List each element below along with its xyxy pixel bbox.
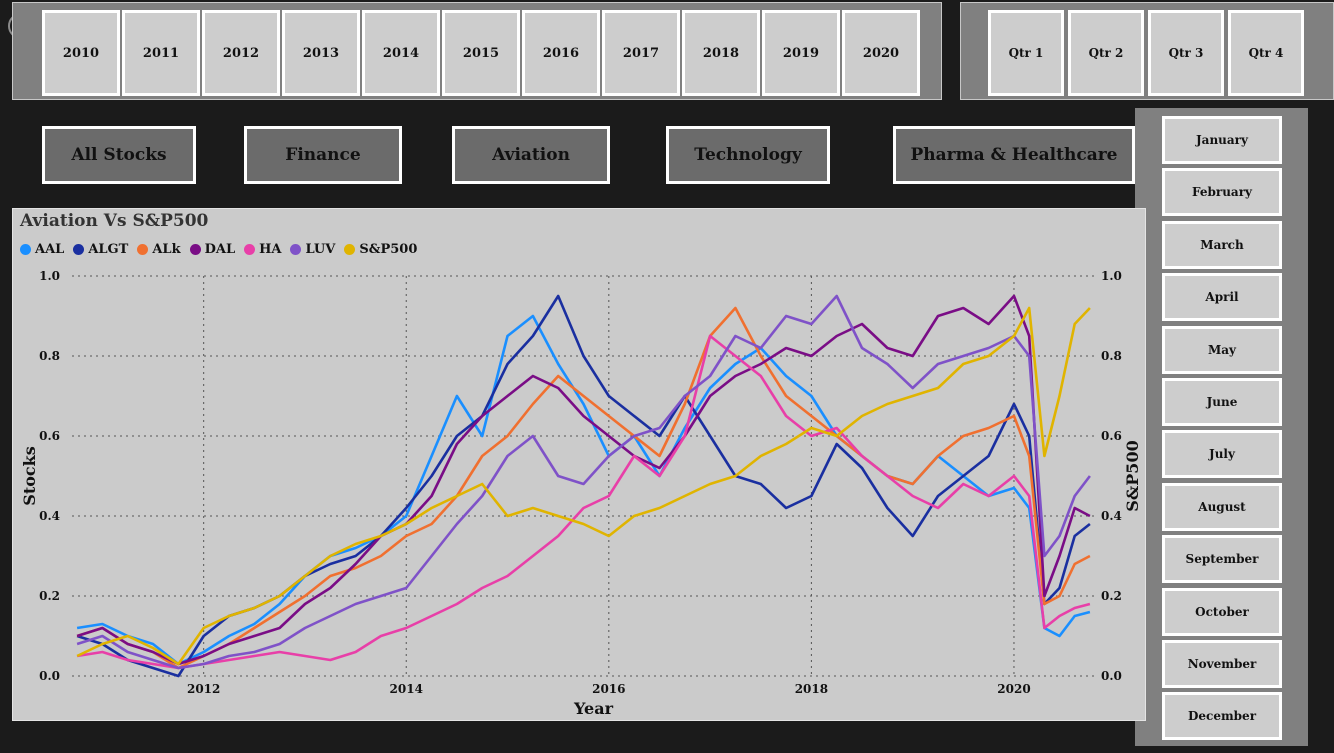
- year-button-2010[interactable]: 2010: [42, 10, 120, 96]
- year-button-2018[interactable]: 2018: [682, 10, 760, 96]
- y-tick-label: 0.8: [39, 349, 60, 363]
- year-button-2019[interactable]: 2019: [762, 10, 840, 96]
- year-button-2014[interactable]: 2014: [362, 10, 440, 96]
- y2-axis-title: S&P500: [1123, 440, 1142, 511]
- x-tick-label: 2018: [795, 682, 828, 696]
- legend-label: LUV: [305, 242, 336, 257]
- month-button-february[interactable]: February: [1162, 168, 1282, 217]
- series-line-aal: [76, 314, 1091, 666]
- month-button-october[interactable]: October: [1162, 587, 1282, 636]
- legend-marker: [20, 244, 31, 255]
- category-pharma-healthcare-button[interactable]: Pharma & Healthcare: [893, 126, 1135, 184]
- legend-marker: [137, 244, 149, 255]
- series-line-dal: [76, 294, 1091, 666]
- year-slicer: 2010 2011 2012 2013 2014 2015 2016 2017 2018 2019…: [12, 2, 942, 100]
- year-button-2011[interactable]: 2011: [122, 10, 200, 96]
- legend-item[interactable]: DAL: [189, 242, 236, 257]
- x-axis-title: Year: [573, 699, 614, 718]
- legend-item[interactable]: LUV: [290, 242, 335, 257]
- year-button-2017[interactable]: 2017: [602, 10, 680, 96]
- legend-item[interactable]: HA: [244, 242, 281, 257]
- x-tick-label: 2014: [390, 682, 423, 696]
- legend-label: ALGT: [88, 242, 129, 257]
- month-slicer: January February March April May June July Augu…: [1135, 108, 1308, 746]
- chart-legend: AAL ALGT ALk DAL HA LUV S&P500: [20, 242, 417, 257]
- month-button-march[interactable]: March: [1162, 220, 1282, 269]
- category-all-stocks-button[interactable]: All Stocks: [42, 126, 196, 184]
- y-tick-label: 1.0: [39, 269, 60, 283]
- x-tick-label: 2020: [997, 682, 1030, 696]
- chart-title: Aviation Vs S&P500: [20, 211, 209, 231]
- y-tick-label: 0.6: [39, 429, 60, 443]
- series-line-sp500: [76, 306, 1091, 666]
- legend-marker: [73, 244, 85, 255]
- legend-label: AAL: [35, 242, 65, 257]
- y2-tick-label: 0.4: [1101, 509, 1122, 523]
- category-aviation-button[interactable]: Aviation: [452, 126, 610, 184]
- quarter-button-4[interactable]: Qtr 4: [1228, 10, 1304, 96]
- category-finance-button[interactable]: Finance: [244, 126, 402, 184]
- category-technology-button[interactable]: Technology: [666, 126, 830, 184]
- month-button-january[interactable]: January: [1162, 116, 1282, 164]
- legend-item[interactable]: ALGT: [73, 242, 128, 257]
- year-button-2020[interactable]: 2020: [842, 10, 920, 96]
- legend-marker: [189, 244, 201, 255]
- x-tick-label: 2016: [592, 682, 625, 696]
- series-line-ha: [76, 334, 1091, 670]
- month-button-november[interactable]: November: [1162, 640, 1282, 688]
- y-axis-title: Stocks: [20, 446, 39, 505]
- y2-tick-label: 1.0: [1101, 269, 1122, 283]
- y-tick-label: 0.0: [39, 669, 60, 683]
- series-line-algt: [76, 294, 1091, 678]
- month-button-may[interactable]: May: [1162, 325, 1282, 374]
- year-button-2013[interactable]: 2013: [282, 10, 360, 96]
- legend-marker: [344, 244, 356, 255]
- legend-marker: [290, 244, 302, 255]
- y2-tick-label: 0.6: [1101, 429, 1122, 443]
- legend-marker: [244, 244, 256, 255]
- legend-label: S&P500: [359, 242, 418, 257]
- y-tick-label: 0.2: [39, 589, 60, 603]
- legend-item[interactable]: S&P500: [344, 242, 417, 257]
- month-button-june[interactable]: June: [1162, 378, 1282, 426]
- legend-label: ALk: [152, 242, 181, 257]
- quarter-slicer: Qtr 1 Qtr 2 Qtr 3 Qtr 4: [960, 2, 1334, 100]
- x-tick-label: 2012: [187, 682, 220, 696]
- month-button-september[interactable]: September: [1162, 535, 1282, 584]
- year-button-2016[interactable]: 2016: [522, 10, 600, 96]
- quarter-button-2[interactable]: Qtr 2: [1068, 10, 1144, 96]
- legend-item[interactable]: AAL: [20, 242, 64, 257]
- y2-tick-label: 0.0: [1101, 669, 1122, 683]
- year-button-2015[interactable]: 2015: [442, 10, 520, 96]
- series-line-alk: [76, 306, 1091, 670]
- legend-label: DAL: [204, 242, 236, 257]
- month-button-august[interactable]: August: [1162, 482, 1282, 531]
- quarter-button-1[interactable]: Qtr 1: [988, 10, 1064, 96]
- quarter-button-3[interactable]: Qtr 3: [1148, 10, 1224, 96]
- y2-tick-label: 0.2: [1101, 589, 1122, 603]
- y2-tick-label: 0.8: [1101, 349, 1122, 363]
- legend-label: HA: [259, 242, 282, 257]
- month-button-july[interactable]: July: [1162, 430, 1282, 479]
- y-tick-label: 0.4: [39, 509, 60, 523]
- series-line-luv: [76, 294, 1091, 670]
- legend-item[interactable]: ALk: [137, 242, 181, 257]
- chart-card: [12, 208, 1146, 721]
- month-button-december[interactable]: December: [1162, 692, 1282, 741]
- year-button-2012[interactable]: 2012: [202, 10, 280, 96]
- month-button-april[interactable]: April: [1162, 273, 1282, 322]
